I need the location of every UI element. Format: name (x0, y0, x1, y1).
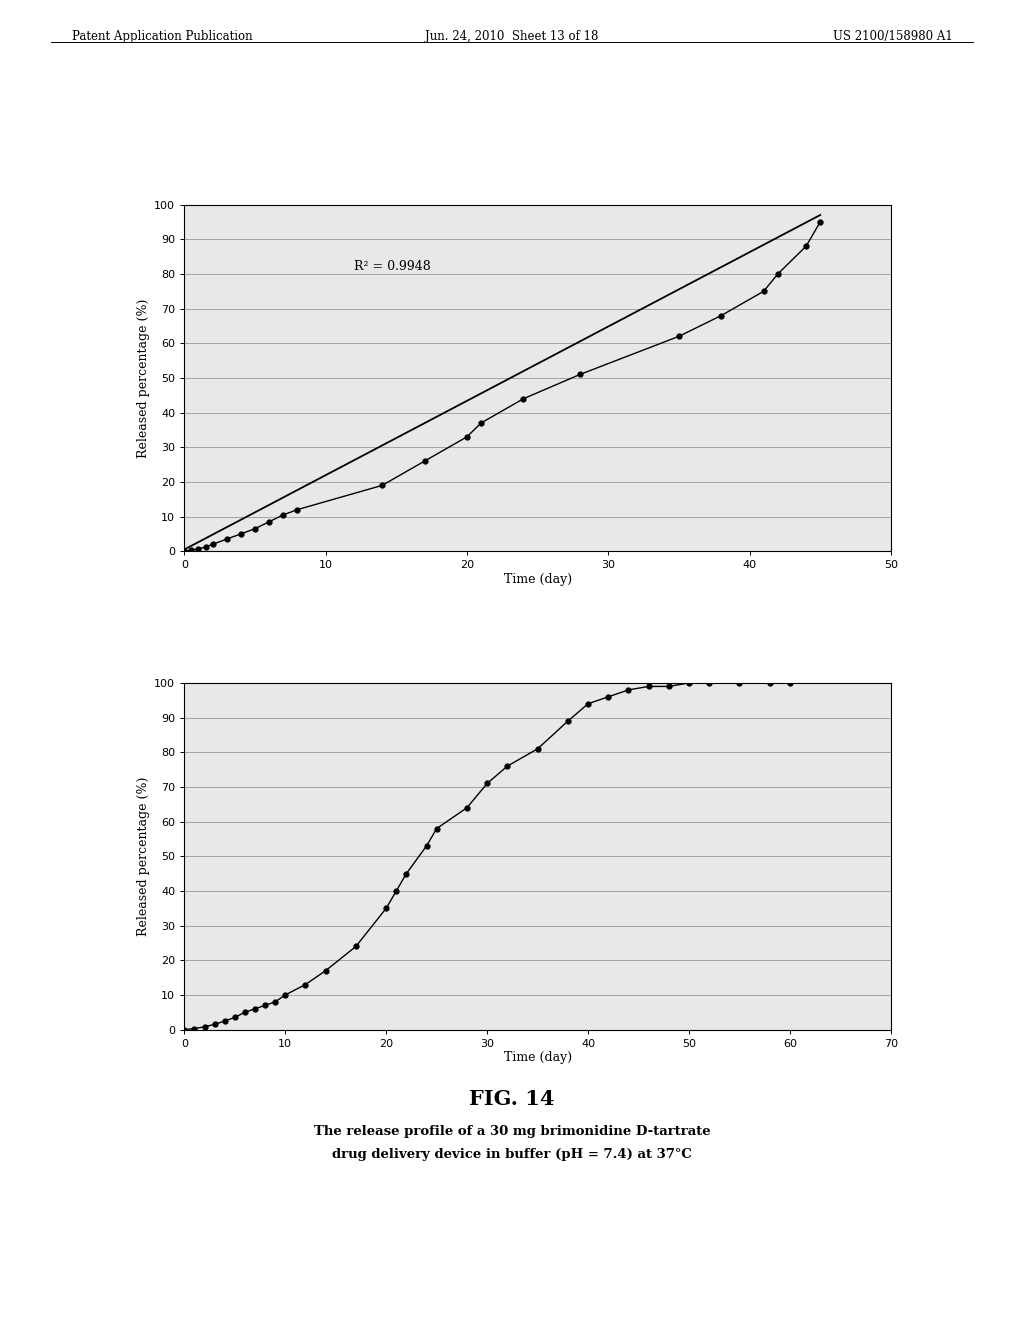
Y-axis label: Released percentage (%): Released percentage (%) (137, 776, 151, 936)
X-axis label: Time (day): Time (day) (504, 573, 571, 586)
Text: FIG. 14: FIG. 14 (469, 1089, 555, 1109)
Text: Jun. 24, 2010  Sheet 13 of 18: Jun. 24, 2010 Sheet 13 of 18 (425, 30, 599, 44)
Text: US 2100/158980 A1: US 2100/158980 A1 (833, 30, 952, 44)
Y-axis label: Released percentage (%): Released percentage (%) (137, 298, 151, 458)
X-axis label: Time (day): Time (day) (504, 1052, 571, 1064)
Text: drug delivery device in buffer (pH = 7.4) at 37°C: drug delivery device in buffer (pH = 7.4… (332, 1148, 692, 1162)
Text: Patent Application Publication: Patent Application Publication (72, 30, 252, 44)
Text: The release profile of a 30 mg brimonidine D-tartrate: The release profile of a 30 mg brimonidi… (313, 1125, 711, 1138)
Text: R² = 0.9948: R² = 0.9948 (354, 260, 431, 273)
